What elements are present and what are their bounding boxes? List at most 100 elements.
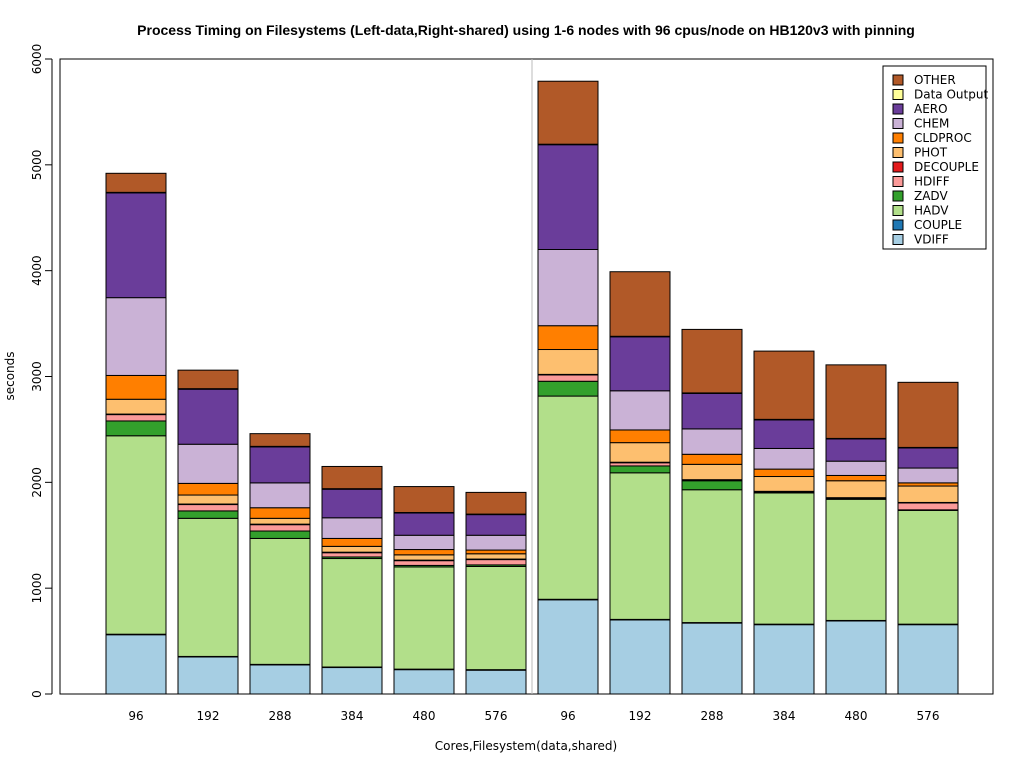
legend-label-data-output: Data Output [914,88,988,102]
bar-segment-phot-2 [249,517,311,525]
legend-swatch-hadv [892,205,904,216]
bar-segment-vdiff-9 [753,624,815,695]
bar-segment-chem-3 [321,517,383,539]
bar-segment-phot-8 [681,463,743,481]
bar-segment-other-0 [105,172,167,193]
y-tick-label-4: 4000 [30,255,44,286]
bar-segment-vdiff-10 [825,620,887,695]
bar-segment-hadv-11 [897,509,959,625]
bar-segment-aero-9 [753,419,815,449]
bar-segment-hdiff-0 [105,414,167,422]
legend-label-vdiff: VDIFF [914,233,949,247]
bar-segment-chem-6 [537,249,599,327]
bar-segment-other-4 [393,486,455,513]
x-tick-label-6: 96 [560,709,575,723]
bar-segment-vdiff-11 [897,624,959,695]
bar-segment-aero-8 [681,392,743,430]
x-tick-labels: 96 192 288 384 480 576 96 192 288 384 480 576 [128,709,939,723]
chart-title: Process Timing on Filesystems (Left-data… [137,22,915,38]
bar-segment-aero-6 [537,144,599,251]
y-tick-label-0: 0 [30,690,44,698]
bar-segment-hdiff-3 [321,552,383,558]
bar-segment-phot-5 [465,553,527,560]
bar-segment-hdiff-1 [177,504,239,512]
legend-label-hdiff: HDIFF [914,175,950,189]
bar-segment-chem-1 [177,443,239,484]
bar-segment-aero-10 [825,438,887,462]
bar-segment-cldproc-9 [753,468,815,478]
x-tick-label-7: 192 [629,709,652,723]
bar-segment-other-9 [753,350,815,420]
bar-segment-hadv-2 [249,537,311,665]
legend-label-chem: CHEM [914,117,949,131]
bar-segment-aero-2 [249,446,311,484]
bar-segment-chem-11 [897,467,959,484]
bar-segment-vdiff-0 [105,634,167,695]
bar-segment-phot-10 [825,480,887,499]
bar-segment-hadv-6 [537,395,599,600]
bar-segment-cldproc-6 [537,325,599,351]
bar-segment-vdiff-8 [681,622,743,695]
bar-segment-hdiff-5 [465,559,527,566]
legend-swatch-zadv [892,190,904,202]
bar-segment-phot-3 [321,545,383,553]
bar-segment-vdiff-6 [537,599,599,695]
x-tick-label-0: 96 [128,709,143,723]
bar-segment-phot-9 [753,476,815,492]
bar-segment-chem-4 [393,534,455,551]
bar-segment-chem-5 [465,534,527,551]
bar-segment-hdiff-11 [897,502,959,511]
x-tick-label-9: 384 [773,709,796,723]
x-axis-label: Cores,Filesystem(data,shared) [435,739,617,753]
bar-segment-other-5 [465,491,527,515]
bar-segment-zadv-0 [105,420,167,437]
bar-segment-phot-0 [105,398,167,415]
legend-label-zadv: ZADV [914,189,948,203]
bar-segment-other-11 [897,381,959,448]
x-tick-label-5: 576 [485,709,508,723]
bar-segment-aero-11 [897,447,959,469]
legend-swatch-phot [892,147,904,158]
bar-segment-other-1 [177,369,239,390]
bar-segment-chem-8 [681,428,743,455]
legend-label-couple: COUPLE [914,218,962,232]
y-tick-label-3: 3000 [30,361,44,392]
bar-segment-zadv-1 [177,510,239,519]
bar-segment-hadv-5 [465,565,527,671]
bar-segment-hadv-7 [609,472,671,620]
y-tick-label-1: 1000 [30,573,44,604]
bar-segment-chem-9 [753,447,815,470]
bar-segment-hdiff-4 [393,560,455,566]
x-tick-label-8: 288 [701,709,724,723]
legend-swatch-couple [892,219,904,231]
plot-frame [59,58,994,695]
bar-segment-aero-0 [105,192,167,299]
x-tick-label-11: 576 [917,709,940,723]
legend-swatch-vdiff [892,234,904,245]
bar-segment-aero-3 [321,488,383,519]
bar-segment-cldproc-2 [249,507,311,519]
bar-segment-cldproc-8 [681,453,743,465]
bar-segment-cldproc-1 [177,482,239,496]
legend-swatch-data-output [892,89,904,100]
x-tick-label-10: 480 [845,709,868,723]
bar-segment-phot-7 [609,442,671,463]
bar-segment-phot-6 [537,349,599,375]
bar-segment-vdiff-1 [177,656,239,695]
x-tick-label-1: 192 [197,709,220,723]
y-axis-label: seconds [3,351,17,400]
legend-swatch-cldproc [892,132,904,144]
bar-segment-phot-1 [177,494,239,505]
bar-segment-hadv-3 [321,558,383,668]
bar-segment-cldproc-3 [321,537,383,547]
bar-segment-other-10 [825,364,887,439]
legend-swatch-aero [892,103,904,115]
bar-segment-zadv-6 [537,380,599,397]
x-tick-label-4: 480 [413,709,436,723]
bar-segment-vdiff-2 [249,664,311,695]
legend-label-other: OTHER [914,73,956,87]
bar-segment-chem-10 [825,460,887,476]
bar-segment-other-2 [249,433,311,447]
